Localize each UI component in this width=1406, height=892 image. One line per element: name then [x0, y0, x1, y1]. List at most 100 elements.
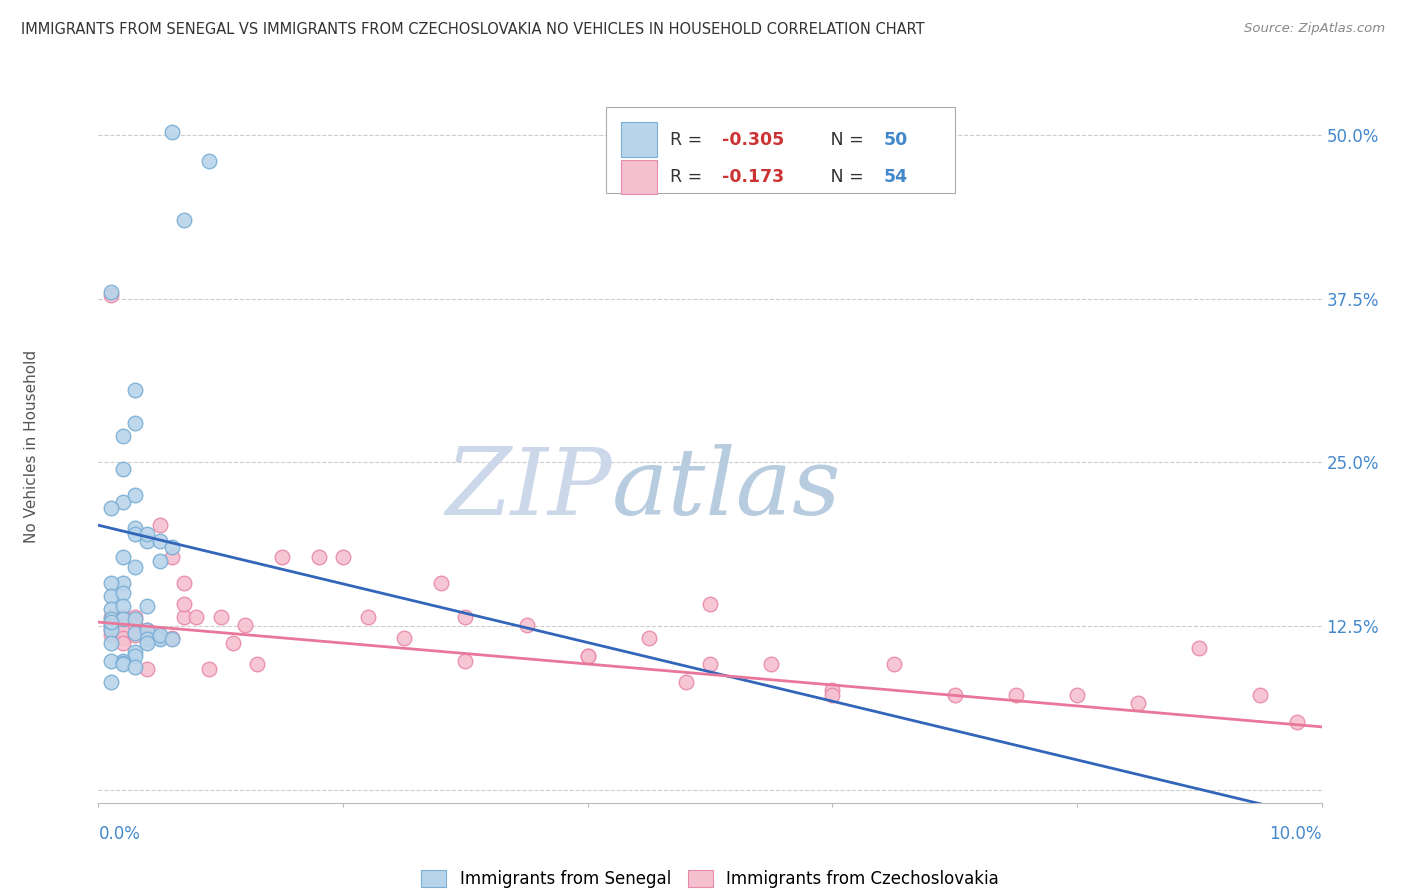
Point: [100, 628, 122, 642]
Point: [111, 623, 134, 637]
Point: [308, 549, 330, 564]
Point: [111, 586, 134, 600]
Point: [124, 384, 146, 398]
Bar: [620, 122, 658, 157]
Point: [111, 599, 134, 614]
Point: [124, 527, 146, 541]
Point: [136, 631, 159, 645]
Point: [270, 549, 292, 564]
Point: [100, 675, 122, 690]
Point: [100, 617, 122, 632]
Point: [149, 628, 172, 642]
Point: [821, 683, 844, 698]
Point: [124, 560, 146, 574]
Point: [576, 649, 599, 664]
Point: [100, 612, 122, 626]
Point: [197, 154, 219, 169]
Text: 54: 54: [884, 169, 908, 186]
Point: [100, 589, 122, 603]
Text: -0.305: -0.305: [723, 130, 785, 149]
Point: [111, 610, 134, 624]
Legend: Immigrants from Senegal, Immigrants from Czechoslovakia: Immigrants from Senegal, Immigrants from…: [415, 863, 1005, 892]
Bar: [620, 161, 658, 194]
Point: [332, 549, 354, 564]
Point: [124, 649, 146, 664]
Point: [136, 662, 159, 676]
Point: [186, 610, 208, 624]
Point: [111, 631, 134, 645]
Text: 10.0%: 10.0%: [1270, 825, 1322, 843]
Point: [100, 623, 122, 637]
Point: [100, 623, 122, 637]
Point: [160, 631, 183, 645]
Point: [111, 636, 134, 650]
Point: [100, 287, 122, 301]
Point: [1066, 689, 1088, 703]
Point: [821, 689, 844, 703]
Point: [124, 521, 146, 535]
Point: [173, 213, 195, 227]
Point: [111, 494, 134, 508]
Point: [100, 636, 122, 650]
Point: [576, 649, 599, 664]
Point: [149, 533, 172, 548]
Point: [160, 541, 183, 555]
Point: [124, 488, 146, 502]
Point: [759, 657, 782, 671]
Point: [222, 636, 245, 650]
Point: [100, 615, 122, 629]
Point: [173, 610, 195, 624]
Point: [100, 602, 122, 616]
Point: [454, 610, 477, 624]
Text: R =: R =: [669, 169, 713, 186]
Point: [124, 610, 146, 624]
Point: [136, 623, 159, 637]
Point: [111, 612, 134, 626]
Point: [100, 575, 122, 590]
Text: 50: 50: [884, 130, 908, 149]
Point: [675, 675, 697, 690]
Point: [233, 617, 256, 632]
Point: [100, 285, 122, 300]
Point: [111, 575, 134, 590]
Point: [1128, 696, 1150, 710]
Text: -0.173: -0.173: [723, 169, 785, 186]
Point: [149, 631, 172, 645]
Point: [209, 610, 232, 624]
Point: [136, 527, 159, 541]
Point: [136, 636, 159, 650]
Point: [699, 597, 721, 611]
Point: [124, 645, 146, 659]
Text: N =: N =: [814, 130, 869, 149]
Point: [149, 553, 172, 567]
Point: [100, 654, 122, 668]
Point: [136, 599, 159, 614]
Point: [100, 610, 122, 624]
Point: [1249, 689, 1271, 703]
Point: [392, 631, 416, 645]
Point: [111, 429, 134, 443]
Text: Source: ZipAtlas.com: Source: ZipAtlas.com: [1244, 22, 1385, 36]
Point: [111, 656, 134, 670]
FancyBboxPatch shape: [606, 107, 955, 193]
Point: [136, 533, 159, 548]
Text: ZIP: ZIP: [446, 444, 612, 533]
Text: IMMIGRANTS FROM SENEGAL VS IMMIGRANTS FROM CZECHOSLOVAKIA NO VEHICLES IN HOUSEHO: IMMIGRANTS FROM SENEGAL VS IMMIGRANTS FR…: [21, 22, 925, 37]
Point: [100, 501, 122, 516]
Point: [1286, 714, 1309, 729]
Text: R =: R =: [669, 130, 707, 149]
Point: [111, 657, 134, 671]
Point: [124, 612, 146, 626]
Point: [149, 632, 172, 647]
Point: [637, 631, 661, 645]
Point: [100, 619, 122, 633]
Point: [124, 617, 146, 632]
Point: [160, 549, 183, 564]
Point: [246, 657, 269, 671]
Point: [699, 657, 721, 671]
Point: [111, 549, 134, 564]
Point: [124, 625, 146, 640]
Point: [356, 610, 378, 624]
Point: [173, 575, 195, 590]
Point: [136, 632, 159, 647]
